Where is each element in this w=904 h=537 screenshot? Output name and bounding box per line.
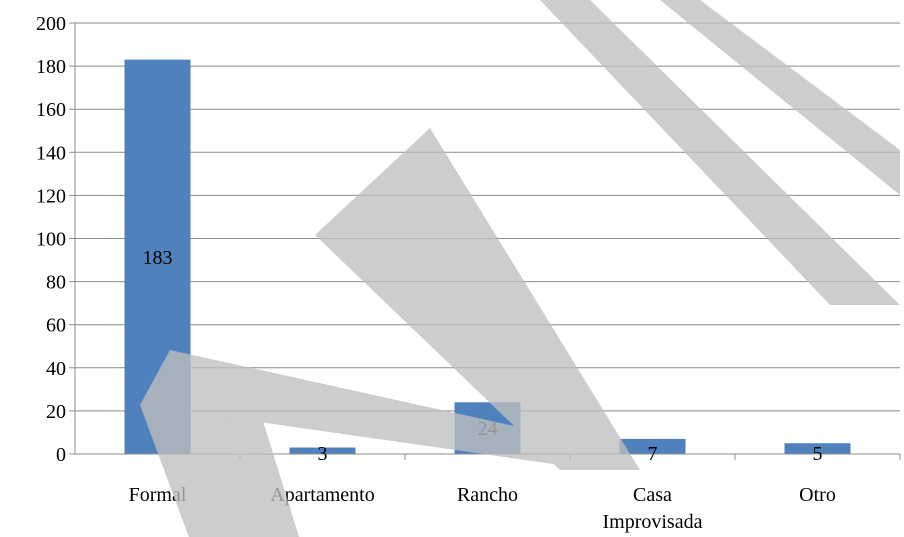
y-tick-label: 20 bbox=[46, 401, 66, 423]
x-category-label: Apartamento bbox=[270, 484, 374, 506]
bar bbox=[289, 447, 356, 454]
data-label: 3 bbox=[318, 443, 328, 465]
y-tick-label: 80 bbox=[46, 272, 66, 294]
labels: 020406080100120140160180200Formal183Apar… bbox=[36, 13, 836, 533]
y-tick-label: 200 bbox=[36, 13, 66, 35]
y-tick-label: 40 bbox=[46, 358, 66, 380]
y-tick-label: 100 bbox=[36, 229, 66, 251]
y-tick-label: 60 bbox=[46, 315, 66, 337]
bar bbox=[784, 443, 851, 454]
x-category-label: Casa Improvisada bbox=[603, 484, 703, 533]
y-tick-label: 160 bbox=[36, 99, 66, 121]
watermark-stroke bbox=[315, 128, 640, 470]
data-label: 183 bbox=[143, 247, 173, 269]
y-tick-label: 140 bbox=[36, 142, 66, 164]
x-category-label: Otro bbox=[799, 484, 836, 506]
data-label: 7 bbox=[648, 443, 658, 465]
watermark-stroke bbox=[540, 0, 900, 305]
y-tick-label: 0 bbox=[56, 444, 66, 466]
y-tick-label: 180 bbox=[36, 56, 66, 78]
x-category-label: Rancho bbox=[457, 484, 518, 506]
watermark-stroke bbox=[140, 395, 300, 537]
watermark-stroke bbox=[140, 350, 600, 465]
data-label: 5 bbox=[813, 443, 823, 465]
y-tick-label: 120 bbox=[36, 185, 66, 207]
watermark bbox=[140, 0, 900, 537]
bar bbox=[619, 438, 686, 454]
watermark-stroke bbox=[660, 0, 900, 195]
